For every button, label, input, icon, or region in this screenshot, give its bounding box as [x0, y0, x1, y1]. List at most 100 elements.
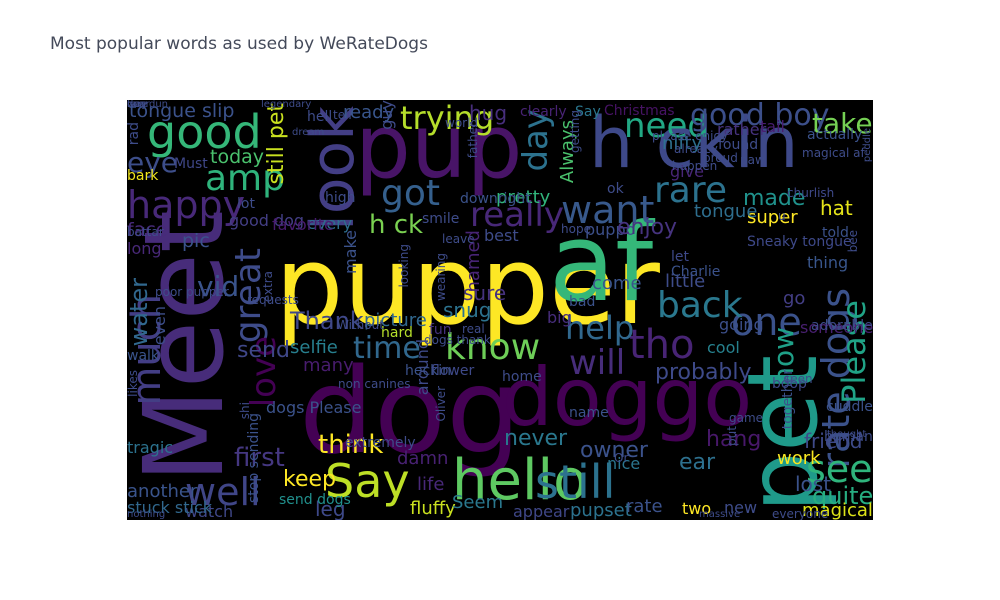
word-145: flower [431, 363, 475, 379]
word-166: Without [337, 318, 384, 332]
word-46: probably [655, 360, 752, 385]
word-68: made [743, 186, 806, 211]
word-14: want [561, 188, 655, 232]
word-50: still pet [264, 103, 289, 185]
word-117: good dog [229, 211, 305, 230]
word-66: actually [807, 127, 863, 143]
word-175: massive [699, 509, 741, 520]
word-43: think [318, 430, 384, 460]
word-64: rather [717, 120, 767, 139]
word-1: pupper [275, 224, 660, 349]
word-cloud: pupper af dog Meet doggo pup h ckin pet hello Say… [127, 100, 873, 520]
word-191: hear [127, 100, 150, 110]
word-178: getting [568, 110, 582, 153]
word-186: nothing [127, 509, 166, 520]
word-132: cuddle [826, 399, 873, 415]
word-113: watch [185, 502, 234, 520]
chart-title: Most popular words as used by WeRateDogs [50, 34, 428, 54]
word-80: someone [800, 318, 873, 337]
word-74: pretty [496, 187, 551, 208]
word-22: help [565, 309, 635, 347]
word-105: pupset [570, 500, 632, 520]
word-99: another [127, 481, 198, 502]
word-75: best [484, 226, 519, 245]
word-162: wearing [434, 253, 448, 302]
word-5: doggo [502, 351, 753, 444]
word-184: dogs thank [424, 333, 491, 347]
word-37: trying [400, 100, 495, 137]
word-153: lot [237, 196, 255, 212]
word-38: good boy [690, 100, 830, 133]
word-182: thought [827, 429, 867, 440]
word-18: know [445, 327, 541, 368]
word-25: well [185, 470, 261, 514]
word-40: see [806, 447, 873, 491]
word-49: today [210, 146, 265, 168]
word-112: tragic [127, 438, 174, 457]
word-138: churlish [787, 186, 835, 200]
word-79: go [783, 288, 806, 309]
word-125: extremely [345, 435, 416, 451]
word-78: thing [807, 253, 849, 272]
word-137: found [718, 137, 759, 153]
word-147: game [729, 411, 764, 425]
word-140: let [671, 249, 689, 265]
word-59: clearly [520, 104, 567, 120]
word-146: home [502, 369, 542, 385]
word-27: Please [835, 300, 873, 404]
word-161: looking [397, 244, 411, 288]
word-189: Or [614, 451, 629, 465]
word-29: need [624, 106, 709, 146]
word-56: Thank [290, 307, 364, 335]
word-96: work [777, 448, 821, 469]
word-17: got [381, 173, 440, 214]
word-98: magical [802, 500, 873, 520]
word-6: pup [355, 100, 523, 198]
word-72: puppo [585, 220, 636, 239]
word-53: face [127, 219, 168, 241]
word-108: new [724, 498, 758, 517]
word-13: good [147, 105, 262, 159]
word-174: everyone [772, 507, 829, 520]
word-103: Seem [452, 492, 504, 513]
word-150: downright [460, 191, 531, 207]
word-172: alreacy [674, 142, 718, 156]
word-70: super [747, 207, 798, 228]
word-44: never [504, 426, 568, 451]
word-114: stuck stick [127, 498, 213, 517]
word-155: ok [607, 181, 624, 197]
word-51: vid [197, 270, 240, 303]
word-179: world [445, 116, 479, 130]
word-83: sure [463, 281, 507, 305]
word-136: proud [703, 151, 738, 165]
word-85: big [547, 308, 572, 327]
word-45: owner [580, 438, 648, 463]
word-84: snug [443, 298, 492, 322]
word-19: tho [629, 322, 695, 368]
word-152: hope [561, 222, 591, 236]
word-71: tongue [694, 201, 758, 222]
word-180: bee [846, 230, 860, 253]
word-133: human [824, 429, 873, 445]
word-82: going [719, 315, 764, 334]
word-170: real [462, 322, 485, 336]
word-69: hat [820, 196, 853, 220]
word-88: picture [364, 310, 427, 331]
word-193: rare [127, 100, 148, 110]
word-104: appear [513, 502, 570, 520]
word-3: dog [299, 342, 521, 480]
word-106: rate [626, 496, 663, 517]
word-93: hang [706, 427, 762, 452]
word-144: heckin [405, 363, 452, 379]
word-10: Say [325, 454, 410, 508]
word-57: ready [343, 102, 395, 123]
word-95: friend [804, 429, 863, 453]
word-54: long [127, 239, 162, 258]
word-163: requests [247, 293, 299, 307]
word-123: even [150, 306, 169, 346]
word-76: come [592, 273, 642, 294]
word-131: adorable [811, 318, 873, 334]
word-92: many [303, 355, 354, 376]
word-185: magical af [802, 146, 865, 160]
word-47: tongue slip [129, 100, 235, 122]
